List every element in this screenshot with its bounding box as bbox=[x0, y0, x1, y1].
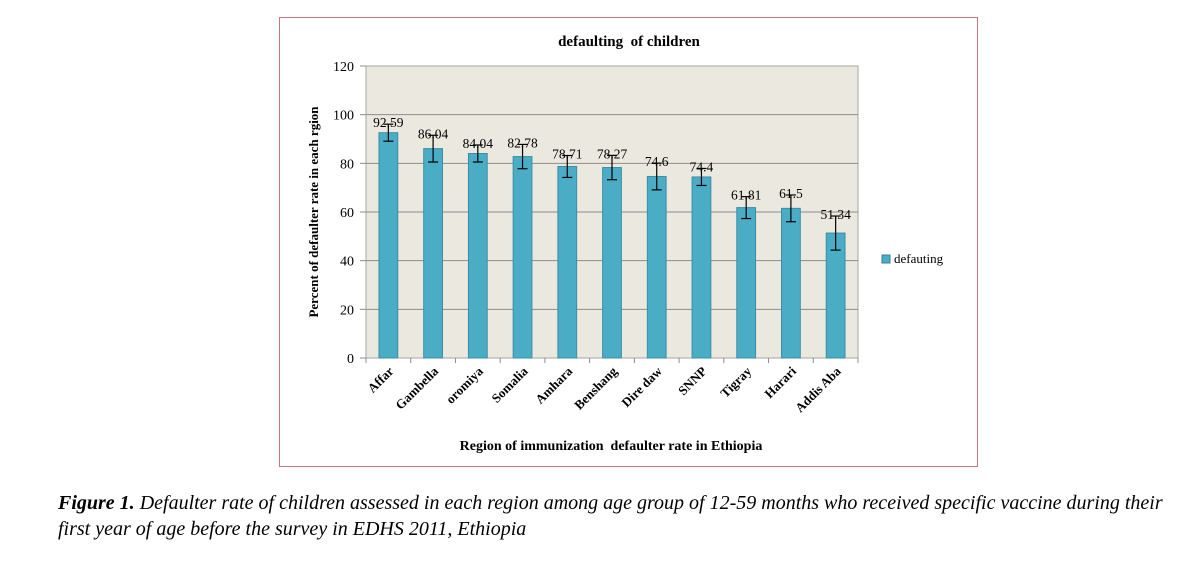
data-label: 74.6 bbox=[645, 154, 669, 169]
data-label: 61.81 bbox=[731, 188, 761, 203]
bar bbox=[378, 132, 399, 359]
data-label: 82.78 bbox=[507, 135, 538, 150]
legend-swatch bbox=[881, 254, 891, 264]
y-tick-label: 120 bbox=[333, 60, 354, 75]
x-tick-label: oromiya bbox=[443, 363, 486, 406]
bar bbox=[467, 153, 488, 359]
y-tick-label: 60 bbox=[340, 206, 354, 221]
y-tick-label: 80 bbox=[340, 157, 354, 172]
figure-caption: Figure 1. Defaulter rate of children ass… bbox=[58, 490, 1168, 542]
bar bbox=[423, 148, 443, 359]
x-tick-label: Harari bbox=[761, 363, 799, 401]
figure-label: Figure 1. bbox=[58, 492, 135, 514]
bar bbox=[781, 207, 801, 359]
x-tick-label: Amhara bbox=[532, 363, 576, 407]
error-bars bbox=[383, 123, 841, 251]
y-axis-label: Percent of defaulter rate in each rgion bbox=[306, 106, 321, 318]
x-axis-label: Region of immunization defaulter rate in… bbox=[460, 439, 763, 454]
bar bbox=[646, 175, 667, 359]
bar bbox=[825, 232, 846, 359]
x-tick-label: Gambella bbox=[392, 363, 441, 412]
legend: defauting bbox=[881, 251, 944, 266]
bar bbox=[557, 165, 578, 359]
data-labels: 92.59 86.04 84.04 82.78 78.71 78.27 74.6 74.4 61… bbox=[373, 115, 851, 222]
y-tick-label: 40 bbox=[340, 255, 354, 270]
data-label: 61.5 bbox=[779, 186, 803, 201]
bar bbox=[691, 176, 712, 359]
bar bbox=[736, 207, 757, 359]
y-tick-label: 0 bbox=[347, 352, 354, 367]
data-label: 51.34 bbox=[820, 207, 851, 222]
legend-label: defauting bbox=[894, 251, 944, 266]
data-label: 86.04 bbox=[418, 126, 449, 141]
chart-title: defaulting of children bbox=[558, 34, 700, 50]
caption-text: Defaulter rate of children assessed in e… bbox=[58, 492, 1163, 540]
bar bbox=[602, 167, 622, 359]
x-tick-label: SNNP bbox=[675, 363, 710, 398]
x-tick-label: Tigray bbox=[717, 363, 754, 400]
data-label: 92.59 bbox=[373, 115, 404, 130]
bars bbox=[378, 132, 846, 359]
x-tick-label: Dire daw bbox=[618, 363, 665, 410]
bar-chart: defaulting of children 0 20 40 60 80 100 120 9… bbox=[306, 34, 944, 454]
data-label: 84.04 bbox=[463, 136, 494, 151]
x-tick-label: Addis Aba bbox=[792, 363, 844, 415]
y-tick-label: 100 bbox=[333, 109, 354, 124]
data-label: 78.71 bbox=[552, 147, 582, 162]
x-tick-label: Affar bbox=[364, 363, 396, 395]
x-tick-label: Somalia bbox=[488, 363, 531, 406]
y-axis-ticks: 0 20 40 60 80 100 120 bbox=[333, 60, 366, 367]
data-label: 74.4 bbox=[690, 159, 714, 174]
y-tick-label: 20 bbox=[340, 303, 354, 318]
chart-frame: defaulting of children 0 20 40 60 80 100 120 9… bbox=[279, 17, 978, 467]
x-tick-label: Benshang bbox=[571, 363, 620, 412]
data-label: 78.27 bbox=[597, 146, 628, 161]
bar bbox=[512, 156, 533, 359]
